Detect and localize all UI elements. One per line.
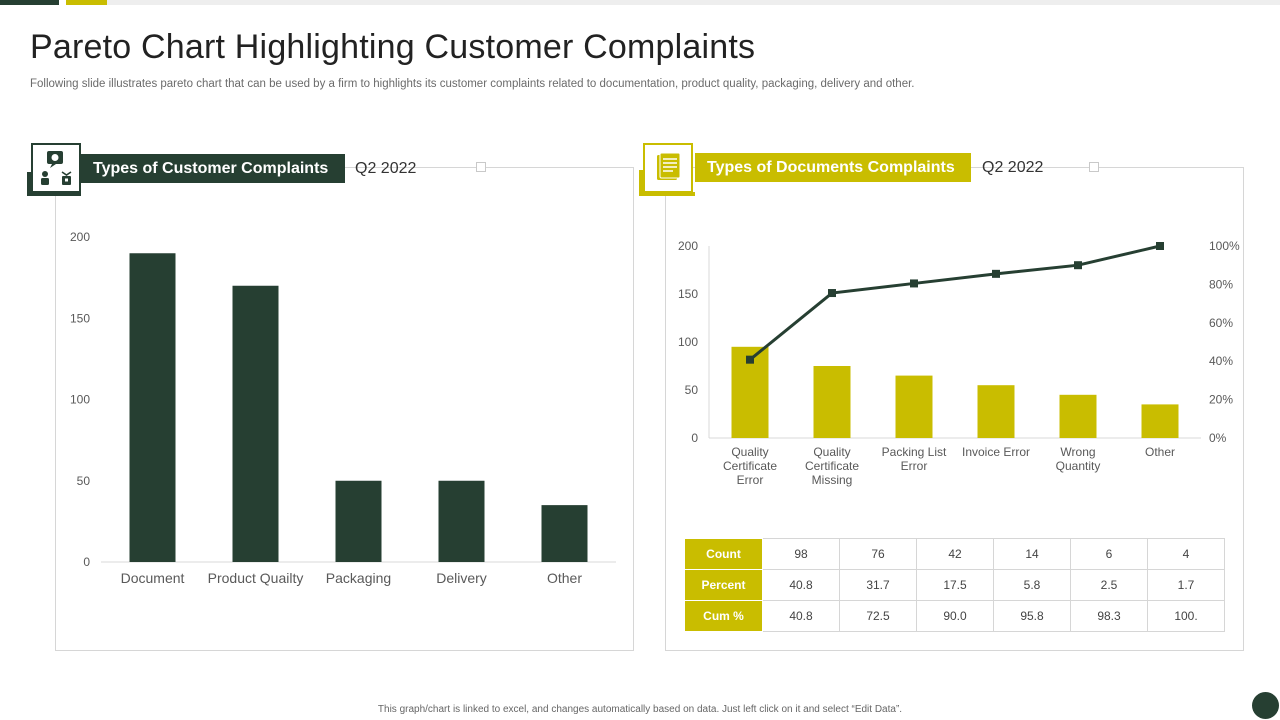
table-cell: 95.8 [993,600,1071,632]
icon-frame-accent [27,172,81,196]
y-tick-label: 50 [77,474,91,488]
y-tick-label: 0 [691,431,698,445]
table-cell: 40.8 [762,600,840,632]
customer-complaints-chart[interactable]: 0 50 100 150 200 Document Product Quailty Packa… [56,168,635,652]
y-tick-label: 100 [678,335,698,349]
cumulative-point-3 [992,269,1000,278]
complaint-people-icon [31,143,81,193]
x-tick-label: Document [121,570,185,586]
y-tick-label: 150 [678,287,698,301]
table-cell: 6 [1070,538,1148,570]
documents-icon [643,143,693,193]
table-cell: 42 [916,538,994,570]
top-accent-line [107,0,1280,5]
customer-complaints-period: Q2 2022 [355,160,417,177]
table-cell: 90.0 [916,600,994,632]
panel-connector-line [486,167,634,168]
table-row: Percent 40.8 31.7 17.5 5.8 2.5 1.7 [684,569,1225,601]
cumulative-point-5 [1156,242,1164,250]
cumulative-point-2 [910,279,918,288]
footer-note: This graph/chart is linked to excel, and… [377,704,903,715]
x-tick-label: Packing List Error [882,445,947,473]
customer-complaints-panel: 0 50 100 150 200 Document Product Quailty Packa… [55,167,634,651]
cumulative-point-4 [1074,261,1082,270]
x-tick-label: Other [1145,445,1175,459]
y-tick-label: 50 [685,383,699,397]
bar-2 [895,375,933,438]
x-tick-label: Invoice Error [962,445,1030,459]
bar-4 [1059,394,1097,438]
page-subtitle: Following slide illustrates pareto chart… [30,78,915,90]
y2-tick-label: 40% [1209,354,1233,368]
cumulative-line [749,244,1161,361]
y2-tick-label: 20% [1209,393,1233,407]
table-cell: 17.5 [916,569,994,601]
bar-1 [813,366,851,438]
table-cell: 14 [993,538,1071,570]
x-tick-label: Quality Certificate Missing [805,445,859,487]
table-cell: 76 [839,538,917,570]
bar-2 [335,480,382,562]
y-tick-label: 0 [83,555,90,569]
table-row: Cum % 40.8 72.5 90.0 95.8 98.3 100. [684,600,1225,632]
y2-tick-label: 0% [1209,431,1227,445]
customer-complaints-heading: Types of Customer Complaints [81,154,345,183]
table-cell: 100. [1147,600,1225,632]
documents-complaints-table: Count 98 76 42 14 6 4 Percent 40.8 31.7 17.5 5.8 2.5… [684,538,1225,632]
bar-0 [129,253,176,562]
icon-frame-accent [639,170,695,196]
table-cell: 31.7 [839,569,917,601]
table-row-header: Percent [684,569,763,601]
bar-1 [232,285,279,562]
documents-complaints-period: Q2 2022 [982,159,1044,176]
documents-complaints-chart[interactable]: 0 50 100 150 200 0% 20% 40% 60% 80% 100% Quality Cer… [666,168,1245,652]
cumulative-point-1 [828,289,836,298]
table-row-header: Count [684,538,763,570]
table-row: Count 98 76 42 14 6 4 [684,538,1225,570]
table-cell: 5.8 [993,569,1071,601]
cumulative-point-0 [746,355,754,364]
top-accent-bar-dark [0,0,59,5]
documents-complaints-heading: Types of Documents Complaints [695,153,971,182]
bar-3 [438,480,485,562]
x-tick-label: Other [547,570,582,586]
x-tick-label: Packaging [326,570,391,586]
x-tick-label: Wrong Quantity [1056,445,1101,473]
y2-tick-label: 80% [1209,277,1233,291]
x-tick-label: Delivery [436,570,487,586]
y-tick-label: 100 [70,393,90,407]
table-cell: 4 [1147,538,1225,570]
panel-connector-dot [1089,162,1099,172]
y2-tick-label: 60% [1209,316,1233,330]
y-tick-label: 150 [70,311,90,325]
y2-tick-label: 100% [1209,239,1240,253]
bar-3 [977,385,1015,438]
table-cell: 72.5 [839,600,917,632]
table-cell: 2.5 [1070,569,1148,601]
table-cell: 98 [762,538,840,570]
page-title: Pareto Chart Highlighting Customer Compl… [30,28,756,66]
table-cell: 1.7 [1147,569,1225,601]
table-cell: 98.3 [1070,600,1148,632]
table-cell: 40.8 [762,569,840,601]
panel-connector-dot [476,162,486,172]
panel-connector-line [1099,167,1244,168]
table-row-header: Cum % [684,600,763,632]
y-tick-label: 200 [70,230,90,244]
y-tick-label: 200 [678,239,698,253]
top-accent-bar-olive [66,0,107,5]
x-tick-label: Quality Certificate Error [723,445,777,487]
corner-decoration-circle [1252,692,1279,719]
bar-5 [1141,404,1179,438]
bar-4 [541,505,588,562]
x-tick-label: Product Quailty [208,570,304,586]
